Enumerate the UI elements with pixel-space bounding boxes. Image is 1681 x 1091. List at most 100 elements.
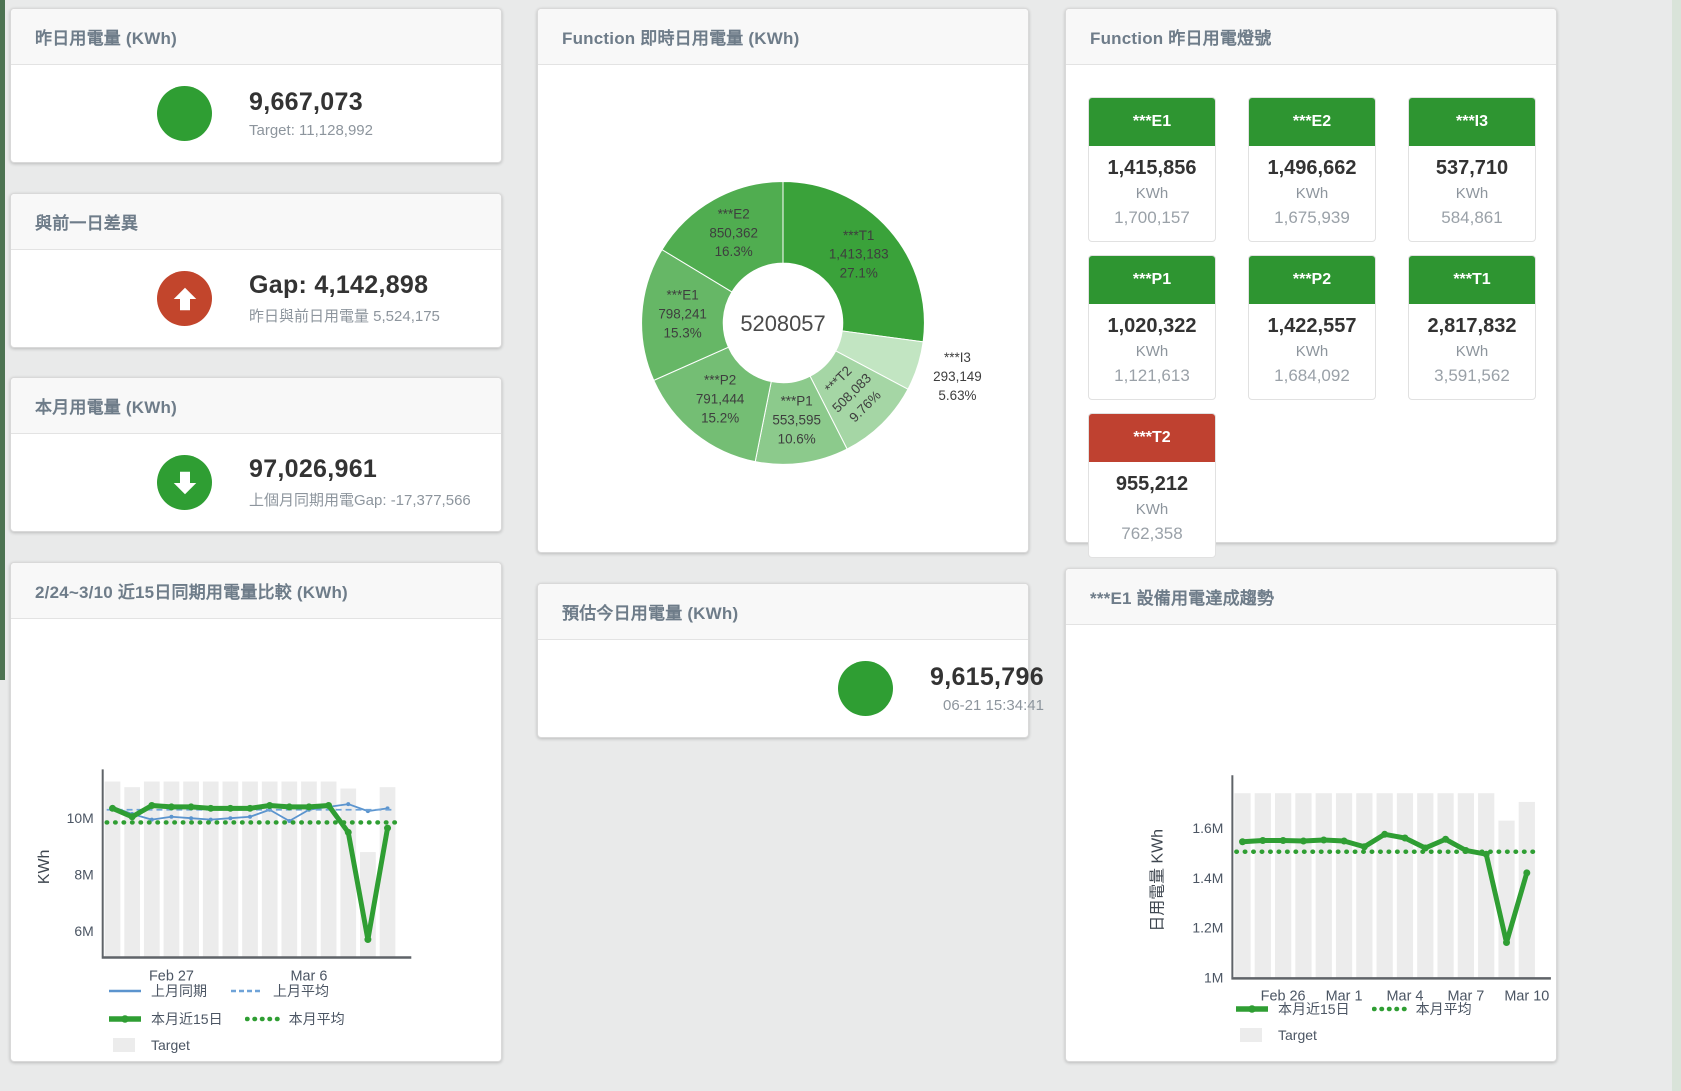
realtime-usage-donut[interactable]: ***T1 1,413,183 27.1%***I3 293,149 5.63%***T…: [538, 65, 1028, 552]
legend-label: 本月平均: [288, 1011, 345, 1027]
x-tick-label: Feb 26: [1261, 988, 1306, 1004]
legend-item[interactable]: 本月平均: [244, 1009, 345, 1029]
series-point: [287, 819, 292, 824]
stat-subtitle: Target: 11,128,992: [249, 122, 373, 139]
device-tile[interactable]: ***E2 1,496,662 KWh 1,675,939: [1248, 97, 1376, 242]
target-bar: [163, 781, 180, 957]
stat-body: 9,667,073 Target: 11,128,992: [11, 65, 501, 162]
card-title: 昨日用電量 (KWh): [35, 29, 177, 48]
device-tile[interactable]: ***I3 537,710 KWh 584,861: [1408, 97, 1536, 242]
device-tile[interactable]: ***P1 1,020,322 KWh 1,121,613: [1088, 255, 1216, 400]
legend-item[interactable]: 本月近15日: [1234, 999, 1350, 1019]
tile-unit: KWh: [1455, 343, 1489, 360]
target-bar: [301, 781, 317, 957]
green-circle-status-icon: [157, 86, 212, 141]
card-header: 昨日用電量 (KWh): [11, 9, 501, 65]
series-point: [1401, 834, 1409, 842]
target-bar: [1275, 793, 1292, 978]
stat-value: 97,026,961: [249, 455, 378, 483]
tile-unit: KWh: [1135, 501, 1169, 518]
tile-device-label: ***T1: [1409, 256, 1535, 304]
legend-label: 本月平均: [1415, 1001, 1472, 1017]
donut-slice-e2[interactable]: [661, 181, 784, 293]
card-header: Function 昨日用電燈號: [1066, 9, 1556, 65]
comparison-chart-body: 6M 8M 10M Feb 27 Mar 6 KWh 上月同期 上月平均 本月近15日 本月平均…: [11, 619, 501, 1061]
device-tile[interactable]: ***E1 1,415,856 KWh 1,700,157: [1088, 97, 1216, 242]
device-tile[interactable]: ***P2 1,422,557 KWh 1,684,092: [1248, 255, 1376, 400]
right-scrollbar[interactable]: [1672, 0, 1681, 1091]
series-point: [228, 816, 233, 821]
y-tick-label: 10M: [67, 810, 94, 826]
legend-item[interactable]: Target: [1234, 1027, 1317, 1043]
series-point: [1239, 838, 1246, 846]
series-point: [1381, 830, 1389, 838]
target-bar: [1356, 793, 1373, 978]
x-tick-label: Feb 27: [149, 968, 194, 984]
legend-label: Target: [1278, 1027, 1317, 1043]
trend-chart-body: 1M 1.2M 1.4M 1.6M Feb 26 Mar 1 Mar 4 Mar 7 Mar 1…: [1066, 625, 1556, 1061]
card-title: 預估今日用電量 (KWh): [562, 604, 739, 623]
donut-slice-p2[interactable]: [653, 346, 772, 463]
card-header: 2/24~3/10 近15日同期用電量比較 (KWh): [11, 563, 501, 619]
tile-target-value: 3,591,562: [1434, 366, 1510, 385]
target-bar: [1376, 793, 1393, 978]
card-header: 與前一日差異: [11, 194, 501, 250]
donut-slice-label: ***P2 791,444 15.2%: [696, 373, 745, 426]
tile-target-value: 1,675,939: [1274, 208, 1350, 227]
target-bar: [261, 781, 278, 957]
comparison-chart-canvas[interactable]: 6M 8M 10M Feb 27 Mar 6 KWh: [11, 619, 501, 1061]
device-tile[interactable]: ***T1 2,817,832 KWh 3,591,562: [1408, 255, 1536, 400]
target-bar: [379, 787, 396, 957]
legend-item[interactable]: 本月近15日: [107, 1009, 223, 1029]
card-gap-previous-day: 與前一日差異 Gap: 4,142,898 昨日與前日用電量 5,524,175: [10, 193, 502, 348]
target-bar: [1254, 793, 1271, 978]
series-point: [128, 813, 136, 821]
tile-device-label: ***P2: [1249, 256, 1375, 304]
target-bar: [1437, 793, 1454, 978]
legend-label: 本月近15日: [151, 1011, 223, 1027]
donut-slice-t1[interactable]: [782, 181, 925, 343]
target-bar: [1396, 793, 1414, 978]
tile-device-label: ***E1: [1089, 98, 1215, 146]
target-bar: [242, 781, 258, 957]
trend-chart-legend: 本月近15日 本月平均 Target: [1234, 999, 1472, 1051]
card-header: Function 即時日用電量 (KWh): [538, 9, 1028, 65]
series-point: [384, 824, 392, 832]
series-point: [1482, 850, 1490, 858]
series-point: [149, 817, 154, 822]
donut-slice-label: ***I3 293,149 5.63%: [933, 350, 982, 403]
legend-item[interactable]: 本月平均: [1371, 999, 1472, 1019]
legend-swatch-thick: [109, 1015, 141, 1023]
donut-slice-label: ***E2 850,362 16.3%: [709, 206, 758, 259]
series-point: [169, 814, 174, 819]
tile-unit: KWh: [1135, 343, 1169, 360]
e1-trend-chart-canvas[interactable]: 1M 1.2M 1.4M 1.6M Feb 26 Mar 1 Mar 4 Mar 7 Mar 1…: [1066, 625, 1556, 1061]
target-bar: [320, 781, 337, 957]
device-tile[interactable]: ***T2 955,212 KWh 762,358: [1088, 413, 1216, 558]
comparison-chart-legend: 上月同期 上月平均 本月近15日 本月平均 Target: [107, 981, 345, 1061]
donut-slice-e1[interactable]: [641, 248, 733, 382]
target-bar: [281, 781, 298, 957]
tile-value: 1,422,557: [1267, 315, 1357, 337]
legend-swatch-box: [113, 1038, 135, 1052]
tile-target-value: 1,684,092: [1274, 366, 1350, 385]
target-bar: [104, 781, 121, 957]
red-up-arrow-icon: [157, 271, 212, 326]
series-point: [1340, 837, 1348, 845]
y-tick-label: 1.2M: [1192, 920, 1223, 936]
series-point: [266, 802, 274, 809]
stat-subtitle: 昨日與前日用電量 5,524,175: [249, 308, 440, 325]
legend-item[interactable]: Target: [107, 1037, 190, 1053]
tile-value: 2,817,832: [1427, 315, 1517, 337]
legend-item[interactable]: 上月同期: [107, 981, 207, 1001]
target-bar: [1315, 793, 1332, 978]
target-bar: [1234, 793, 1251, 978]
series-point: [1442, 835, 1450, 843]
legend-item[interactable]: 上月平均: [229, 981, 329, 1001]
y-tick-label: 1.6M: [1192, 820, 1223, 836]
series-point: [346, 802, 351, 807]
donut-chart-body: ***T1 1,413,183 27.1% ***I3 293,149 5.63% ***T…: [538, 65, 1028, 552]
stat-value: 9,667,073: [249, 88, 363, 116]
card-status-lights: Function 昨日用電燈號 ***E1 1,415,856 KWh 1,70…: [1065, 8, 1557, 558]
lights-grid: ***E1 1,415,856 KWh 1,700,157 ***E2 1,49…: [1066, 65, 1556, 558]
